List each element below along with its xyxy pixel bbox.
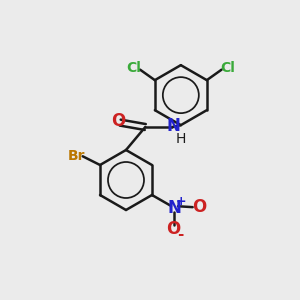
- Text: -: -: [178, 227, 184, 242]
- Text: Cl: Cl: [127, 61, 142, 75]
- Text: N: N: [167, 199, 181, 217]
- Text: N: N: [167, 117, 180, 135]
- Text: O: O: [192, 198, 206, 216]
- Text: O: O: [112, 112, 126, 130]
- Text: +: +: [176, 195, 186, 208]
- Text: O: O: [166, 220, 181, 238]
- Text: Br: Br: [67, 149, 85, 163]
- Text: Cl: Cl: [220, 61, 235, 75]
- Text: H: H: [175, 132, 186, 146]
